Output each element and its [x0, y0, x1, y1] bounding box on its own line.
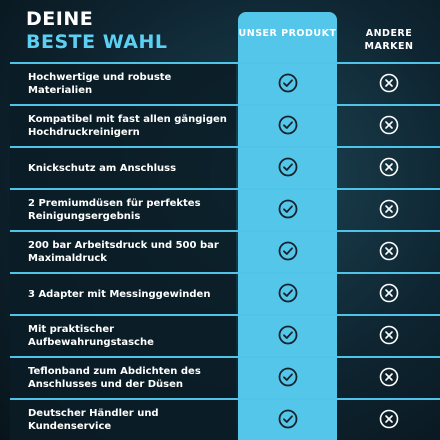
check-icon: [278, 283, 298, 307]
cross-icon: [379, 199, 399, 223]
feature-label: Kompatibel mit fast allen gängigen Hochd…: [10, 106, 236, 146]
feature-row: Knickschutz am Anschluss: [0, 146, 440, 188]
feature-label: Mit praktischer Aufbewahrungstasche: [10, 316, 236, 356]
title-line: BESTE WAHL: [26, 31, 168, 53]
cross-icon: [379, 367, 399, 391]
feature-row: Teflonband zum Abdichten des Anschlusses…: [0, 356, 440, 398]
feature-label: 3 Adapter mit Messinggewinden: [10, 274, 236, 314]
row-separator: [10, 188, 440, 190]
column-header: ANDERE MARKEN: [364, 28, 414, 52]
row-separator: [10, 314, 440, 316]
row-separator: [10, 356, 440, 358]
check-icon: [278, 115, 298, 139]
feature-row: Kompatibel mit fast allen gängigen Hochd…: [0, 104, 440, 146]
column-header: UNSER PRODUKT: [238, 28, 337, 39]
check-icon: [278, 241, 298, 265]
check-icon: [278, 73, 298, 97]
feature-row: 200 bar Arbeitsdruck und 500 bar Maximal…: [0, 230, 440, 272]
cross-icon: [379, 73, 399, 97]
feature-row: Deutscher Händler und Kundenservice: [0, 398, 440, 440]
title-line: DEINE: [26, 8, 94, 30]
check-icon: [278, 367, 298, 391]
row-separator: [10, 398, 440, 400]
row-separator: [10, 272, 440, 274]
row-separator: [10, 146, 440, 148]
check-icon: [278, 199, 298, 223]
feature-label: 2 Premiumdüsen für perfektes Reinigungse…: [10, 190, 236, 230]
cross-icon: [379, 241, 399, 265]
cross-icon: [379, 409, 399, 433]
cross-icon: [379, 325, 399, 349]
feature-label: Deutscher Händler und Kundenservice: [10, 400, 236, 440]
check-icon: [278, 325, 298, 349]
feature-label: 200 bar Arbeitsdruck und 500 bar Maximal…: [10, 232, 236, 272]
cross-icon: [379, 115, 399, 139]
check-icon: [278, 157, 298, 181]
feature-label: Knickschutz am Anschluss: [10, 148, 236, 188]
cross-icon: [379, 157, 399, 181]
cross-icon: [379, 283, 399, 307]
row-separator: [10, 230, 440, 232]
feature-row: 2 Premiumdüsen für perfektes Reinigungse…: [0, 188, 440, 230]
feature-row: Mit praktischer Aufbewahrungstasche: [0, 314, 440, 356]
row-separator: [10, 104, 440, 106]
feature-row: Hochwertige und robuste Materialien: [0, 62, 440, 104]
feature-label: Hochwertige und robuste Materialien: [10, 64, 236, 104]
check-icon: [278, 409, 298, 433]
row-separator: [10, 62, 440, 64]
feature-label: Teflonband zum Abdichten des Anschlusses…: [10, 358, 236, 398]
feature-row: 3 Adapter mit Messinggewinden: [0, 272, 440, 314]
